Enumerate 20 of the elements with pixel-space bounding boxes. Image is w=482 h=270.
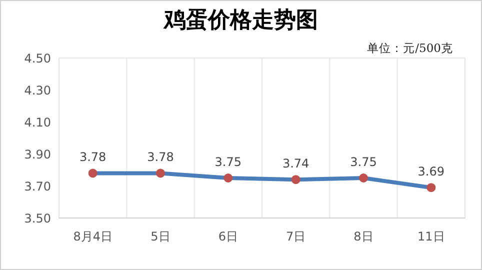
- data-label: 3.75: [350, 155, 377, 169]
- x-tick-label: 8月4日: [73, 230, 112, 244]
- y-tick-label: 3.90: [24, 147, 51, 162]
- data-label: 3.78: [147, 150, 174, 164]
- y-tick-label: 4.10: [24, 115, 51, 130]
- x-tick-label: 6日: [218, 230, 238, 244]
- data-label: 3.78: [79, 150, 106, 164]
- x-tick-label: 8日: [354, 230, 374, 244]
- x-tick-label: 11日: [418, 230, 445, 244]
- x-tick-label: 5日: [150, 230, 170, 244]
- y-tick-label: 4.50: [24, 51, 51, 66]
- data-label: 3.74: [282, 156, 310, 171]
- x-tick-label: 7日: [286, 230, 306, 244]
- y-tick-label: 3.50: [24, 211, 51, 226]
- chart-title: 鸡蛋价格走势图: [162, 6, 319, 34]
- data-label: 3.69: [418, 164, 445, 179]
- text: 单位：元/500克: [367, 41, 453, 56]
- y-tick-label: 3.70: [24, 179, 51, 194]
- data-label: 3.75: [214, 155, 242, 169]
- y-tick-label: 4.30: [24, 83, 51, 98]
